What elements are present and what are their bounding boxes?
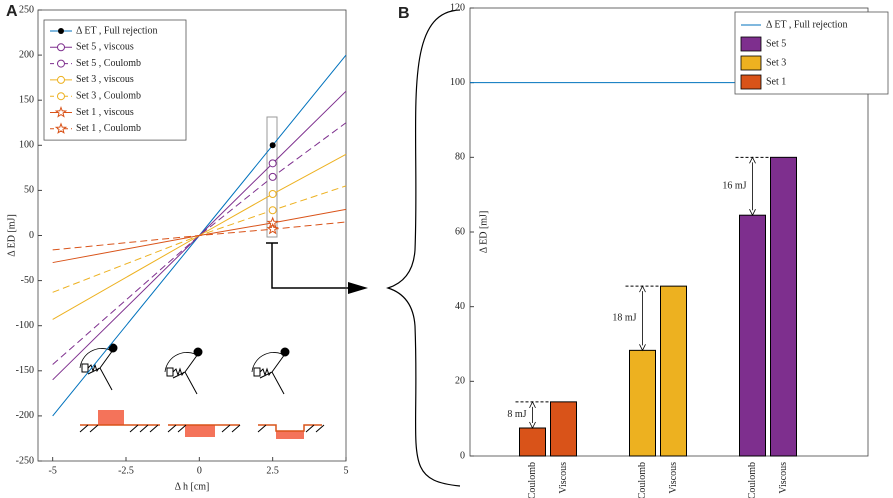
y-tick-label: 60 [455,226,465,237]
legend-label: Δ ET , Full rejection [766,19,848,30]
x-tick-label: -5 [48,465,56,476]
x-tick-label: Viscous [778,462,789,494]
series-line [52,122,347,365]
legend-label: Set 5 [766,38,786,49]
series-line [52,185,347,293]
series-line [52,221,347,251]
highlight-box [266,116,278,238]
marker [57,92,65,101]
legend-swatch [740,74,762,90]
marker [268,206,277,215]
series-line [52,153,347,320]
marker [57,75,65,84]
brace [386,9,461,487]
marker [54,122,68,134]
icons [79,343,325,439]
y-tick-label: 150 [19,94,34,105]
y-tick-label: 0 [29,230,34,241]
legend-swatch [740,55,762,71]
legend-label: Set 3 , viscous [76,74,134,85]
x-tick-label: 5 [344,465,349,476]
bar [770,156,797,457]
panel-label: A [6,3,18,20]
x-tick-label: -2.5 [118,465,134,476]
y-tick-label: 20 [455,376,465,387]
bar [660,285,687,457]
series-line [52,90,347,381]
bar [629,349,656,457]
legend-label: Set 1 [766,76,786,87]
bar [550,401,577,457]
marker [54,106,68,118]
y-tick-label: -100 [16,320,34,331]
marker [58,28,64,34]
legend-label: Set 5 , viscous [76,42,134,53]
x-tick-label: Viscous [668,462,679,494]
y-tick-label: -250 [16,455,34,466]
y-tick-label: 40 [455,301,465,312]
arrow-head [348,282,368,294]
annotation: 18 mJ [612,313,636,324]
marker [266,222,279,235]
x-axis-label: Δ h [cm] [175,481,210,492]
arrow-head [639,285,646,352]
y-tick-label: 200 [19,49,34,60]
x-tick-label: Coulomb [747,462,758,498]
connector [266,242,348,289]
y-tick-label: 250 [19,4,34,15]
x-tick-label: Coulomb [527,462,538,498]
marker [269,142,276,149]
legend-label: Set 3 , Coulomb [76,90,141,101]
marker [57,59,65,68]
legend-label: Set 3 [766,57,786,68]
legend-label: Set 5 , Coulomb [76,58,141,69]
y-tick-label: 80 [455,152,465,163]
legend-label: Δ ET , Full rejection [76,25,158,36]
bar [519,427,546,457]
y-tick-label: 100 [19,140,34,151]
marker [268,190,277,199]
y-tick-label: 100 [450,77,465,88]
y-tick-label: 50 [24,185,34,196]
x-tick-label: Coulomb [637,462,648,498]
y-tick-label: -200 [16,410,34,421]
annotation: 8 mJ [507,409,526,420]
marker [268,172,277,181]
legend-label: Set 1 , Coulomb [76,123,141,134]
series-line [52,54,347,417]
y-tick-label: 0 [460,450,465,461]
series-line [52,208,347,264]
marker [57,43,65,52]
y-tick-label: -150 [16,365,34,376]
arrow-head [529,400,536,429]
y-tick-label: 120 [450,2,465,13]
y-axis-label: Δ ED [mJ] [478,211,489,254]
bar [739,214,766,457]
legend-label: Set 1 , viscous [76,107,134,118]
x-tick-label: Viscous [558,462,569,494]
legend-swatch [740,36,762,52]
annotation: 16 mJ [722,181,746,192]
x-tick-label: 2.5 [266,465,279,476]
x-tick-label: 0 [197,465,202,476]
panel-label: B [398,5,410,22]
arrow-head [749,156,756,217]
y-axis-label: Δ ED [mJ] [6,214,17,257]
marker [268,159,277,168]
y-tick-label: -50 [21,275,34,286]
